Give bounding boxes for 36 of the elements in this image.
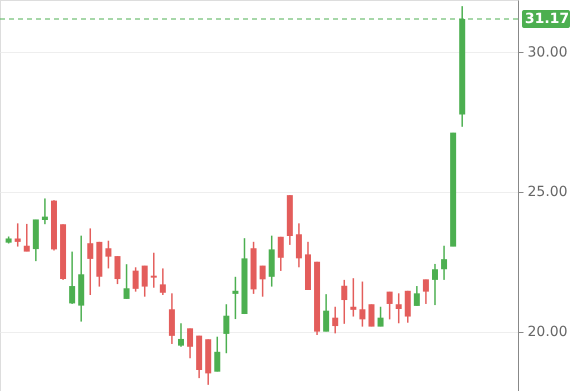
candlestick [350,277,356,318]
candlestick [441,244,448,281]
candlestick [24,223,30,252]
candlestick [105,240,112,270]
candlestick [341,279,348,325]
candlestick [223,303,230,354]
candlestick [386,290,393,320]
candlestick [124,263,130,300]
candlestick [214,336,220,372]
candlestick [368,303,374,328]
candlestick [132,266,139,292]
y-tick-label: 20.00 [528,324,568,340]
candlestick [323,293,330,332]
ref-line-label: 31.17 [524,11,570,28]
candlestick [150,252,157,288]
candlestick [69,250,76,305]
candlestick [87,228,94,296]
candlestick [260,264,266,298]
candlestick [378,306,384,328]
candlestick [114,255,120,285]
candlestick [278,236,284,272]
y-tick-label: 30.00 [528,44,568,60]
candlestick [332,306,338,334]
candlestick [160,268,166,296]
candlestick [187,328,194,360]
candlestick [422,278,429,305]
candlestick [14,222,21,248]
candlestick [396,292,402,324]
candlestick [359,280,366,328]
candlestick [178,322,184,348]
candlestick [414,285,420,307]
candlestick [432,263,438,306]
candlestick [142,264,148,298]
y-tick-label: 25.00 [528,184,568,200]
candlestick [232,276,238,320]
candlestick [42,198,48,225]
